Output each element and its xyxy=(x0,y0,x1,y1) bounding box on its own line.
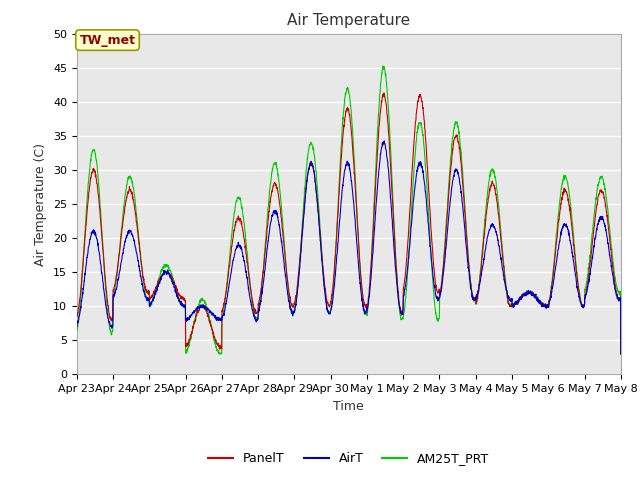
Text: TW_met: TW_met xyxy=(79,34,136,47)
X-axis label: Time: Time xyxy=(333,400,364,413)
Legend: PanelT, AirT, AM25T_PRT: PanelT, AirT, AM25T_PRT xyxy=(203,447,495,470)
Y-axis label: Air Temperature (C): Air Temperature (C) xyxy=(35,143,47,265)
Title: Air Temperature: Air Temperature xyxy=(287,13,410,28)
